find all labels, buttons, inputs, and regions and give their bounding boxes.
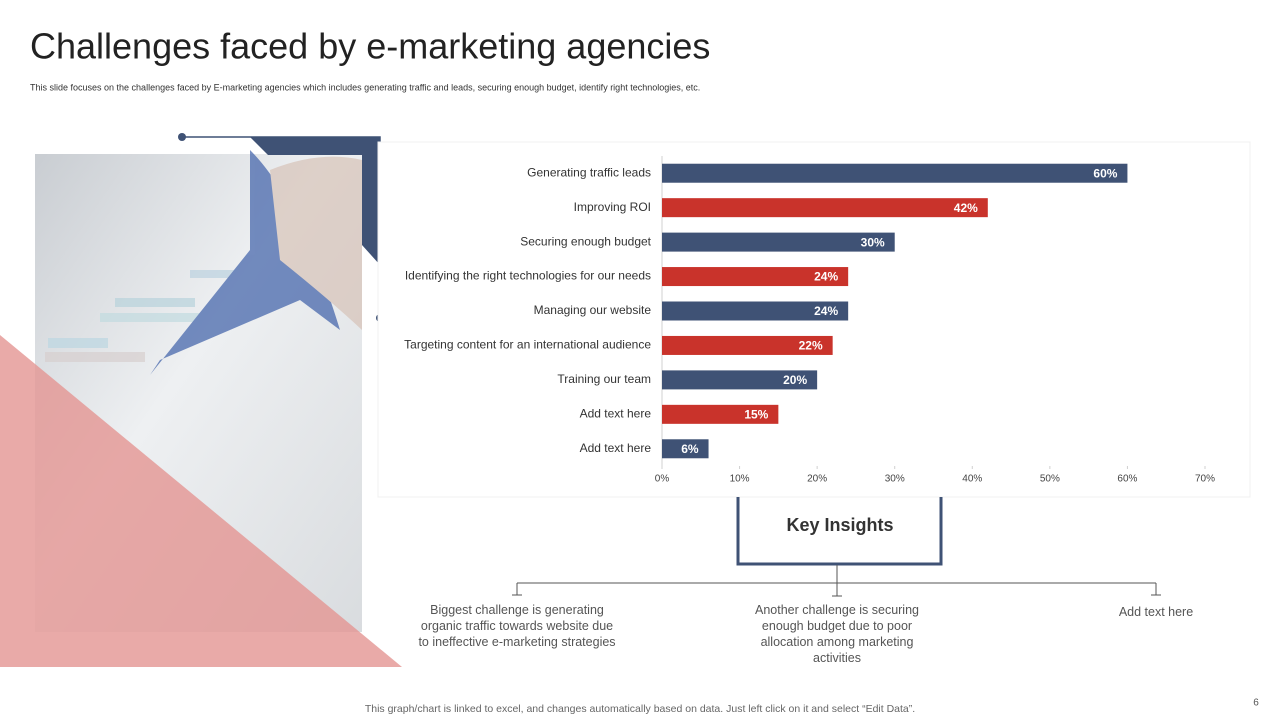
bar xyxy=(662,439,709,459)
bar xyxy=(662,301,849,321)
photo-detail xyxy=(45,150,362,375)
value-label: 42% xyxy=(954,201,978,215)
footer-note: This graph/chart is linked to excel, and… xyxy=(365,703,915,715)
insight-text: Add text here xyxy=(1118,605,1194,619)
bar xyxy=(662,404,779,424)
insight-text: Biggest challenge is generating organic … xyxy=(418,603,616,649)
y-tick-label: Managing our website xyxy=(534,303,652,317)
bar xyxy=(662,335,833,355)
insight-text: Another challenge is securing enough bud… xyxy=(755,603,919,665)
y-tick-label: Identifying the right technologies for o… xyxy=(405,269,651,283)
value-label: 20% xyxy=(783,373,807,387)
insights-heading: Key Insights xyxy=(786,515,893,535)
value-label: 60% xyxy=(1093,166,1117,180)
value-label: 24% xyxy=(814,304,838,318)
x-tick-label: 10% xyxy=(730,474,750,485)
value-label: 15% xyxy=(744,408,768,422)
value-label: 30% xyxy=(861,235,885,249)
y-tick-label: Generating traffic leads xyxy=(527,165,651,179)
x-tick-label: 40% xyxy=(962,474,982,485)
x-tick-label: 0% xyxy=(655,474,670,485)
bar xyxy=(662,267,849,287)
insights-box xyxy=(736,497,943,566)
x-tick-label: 50% xyxy=(1040,474,1060,485)
bar xyxy=(662,198,988,218)
x-tick-label: 30% xyxy=(885,474,905,485)
y-tick-label: Training our team xyxy=(557,372,651,386)
accent-dot xyxy=(178,133,186,141)
value-label: 6% xyxy=(681,442,699,456)
value-label: 24% xyxy=(814,270,838,284)
y-tick-label: Add text here xyxy=(580,441,652,455)
y-tick-label: Targeting content for an international a… xyxy=(404,338,651,352)
bar xyxy=(662,370,818,390)
y-tick-label: Add text here xyxy=(580,407,652,421)
bar xyxy=(662,163,1128,183)
x-tick-label: 70% xyxy=(1195,474,1215,485)
subtitle: This slide focuses on the challenges fac… xyxy=(30,82,700,92)
value-label: 22% xyxy=(799,339,823,353)
x-tick-label: 60% xyxy=(1117,474,1137,485)
accent-frame xyxy=(250,137,380,265)
bar xyxy=(662,232,895,252)
plot-area: 0% 10% 20% 30% 40% 50% 60% 70% Generating traffi… xyxy=(404,156,1215,485)
y-tick-label: Securing enough budget xyxy=(520,234,651,248)
page-number: 6 xyxy=(1253,698,1259,709)
y-tick-label: Improving ROI xyxy=(574,200,651,214)
slide-title: Challenges faced by e-marketing agencies xyxy=(30,26,710,67)
x-tick-label: 20% xyxy=(807,474,827,485)
accent-triangle xyxy=(0,335,402,667)
